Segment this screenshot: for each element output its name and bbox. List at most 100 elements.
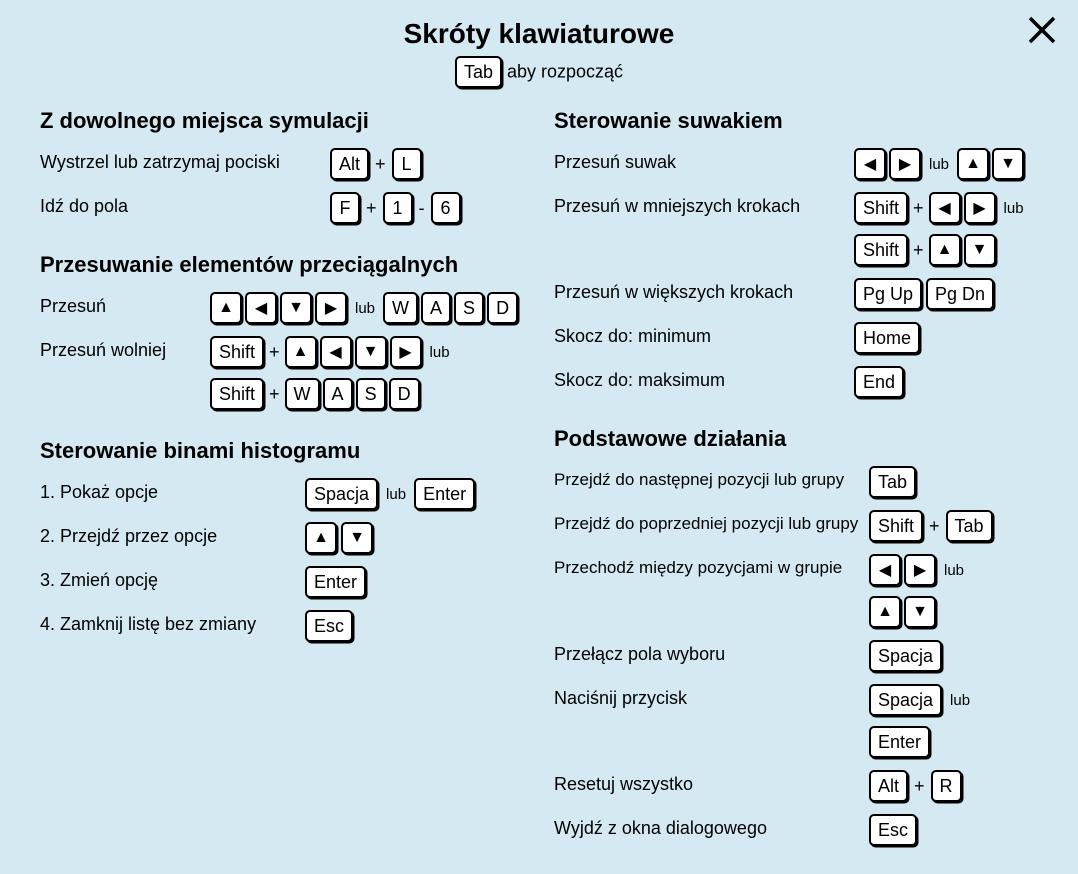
label-slider-bigger: Przesuń w większych krokach <box>554 278 854 303</box>
key-home: Home <box>854 322 920 354</box>
section-basic: Podstawowe działania Przejdź do następne… <box>554 426 1038 846</box>
key-space: Spacja <box>869 640 942 672</box>
key-up: ▲ <box>210 292 242 324</box>
key-tab: Tab <box>455 56 502 88</box>
key-w: W <box>383 292 418 324</box>
plus-sep: + <box>373 154 388 175</box>
heading-basic: Podstawowe działania <box>554 426 1038 452</box>
key-up: ▲ <box>929 234 961 266</box>
dialog-title: Skróty klawiaturowe <box>40 18 1038 50</box>
key-up: ▲ <box>957 148 989 180</box>
label-slider-smaller: Przesuń w mniejszych krokach <box>554 192 854 217</box>
key-alt: Alt <box>330 148 369 180</box>
plus-sep: + <box>267 342 282 363</box>
label-slider-max: Skocz do: maksimum <box>554 366 854 391</box>
key-right: ▶ <box>889 148 921 180</box>
key-esc: Esc <box>869 814 917 846</box>
plus-sep: + <box>927 516 942 537</box>
key-shift: Shift <box>210 336 264 368</box>
dialog-subtitle: Tab aby rozpocząć <box>40 56 1038 88</box>
key-l: L <box>392 148 422 180</box>
key-enter: Enter <box>869 726 930 758</box>
label-slider-move: Przesuń suwak <box>554 148 854 173</box>
key-up: ▲ <box>285 336 317 368</box>
label-move: Przesuń <box>40 292 210 317</box>
key-1: 1 <box>383 192 413 224</box>
label-exit: Wyjdź z okna dialogowego <box>554 814 869 839</box>
label-change-option: 3. Zmień opcję <box>40 566 305 591</box>
key-up: ▲ <box>305 522 337 554</box>
label-toggle: Przełącz pola wyboru <box>554 640 869 665</box>
key-right: ▶ <box>964 192 996 224</box>
key-down: ▼ <box>992 148 1024 180</box>
key-a: A <box>323 378 353 410</box>
label-show-options: 1. Pokaż opcje <box>40 478 305 503</box>
key-tab: Tab <box>869 466 916 498</box>
plus-sep: + <box>267 384 282 405</box>
label-slider-min: Skocz do: minimum <box>554 322 854 347</box>
or-text: lub <box>382 486 410 503</box>
plus-sep: + <box>912 776 927 797</box>
key-up: ▲ <box>869 596 901 628</box>
key-right: ▶ <box>390 336 422 368</box>
dash-sep: - <box>417 198 427 219</box>
section-anywhere: Z dowolnego miejsca symulacji Wystrzel l… <box>40 108 524 224</box>
key-shift: Shift <box>854 192 908 224</box>
key-left: ◀ <box>869 554 901 586</box>
heading-slider: Sterowanie suwakiem <box>554 108 1038 134</box>
key-pgdn: Pg Dn <box>926 278 994 310</box>
heading-histogram: Sterowanie binami histogramu <box>40 438 524 464</box>
key-down: ▼ <box>341 522 373 554</box>
key-down: ▼ <box>280 292 312 324</box>
key-6: 6 <box>431 192 461 224</box>
plus-sep: + <box>911 240 926 261</box>
label-slower: Przesuń wolniej <box>40 336 210 361</box>
label-reset: Resetuj wszystko <box>554 770 869 795</box>
or-text: lub <box>946 692 974 709</box>
keyboard-shortcuts-dialog: Skróty klawiaturowe Tab aby rozpocząć Z … <box>0 0 1078 813</box>
or-text: lub <box>940 562 968 579</box>
key-tab: Tab <box>946 510 993 542</box>
key-s: S <box>454 292 484 324</box>
key-enter: Enter <box>305 566 366 598</box>
close-icon[interactable] <box>1026 14 1058 46</box>
plus-sep: + <box>911 198 926 219</box>
heading-drag: Przesuwanie elementów przeciągalnych <box>40 252 524 278</box>
label-close-list: 4. Zamknij listę bez zmiany <box>40 610 305 635</box>
or-text: lub <box>1000 200 1028 217</box>
or-text: lub <box>426 344 454 361</box>
key-left: ◀ <box>929 192 961 224</box>
key-down: ▼ <box>904 596 936 628</box>
key-s: S <box>356 378 386 410</box>
key-right: ▶ <box>315 292 347 324</box>
label-within: Przechodź między pozycjami w grupie <box>554 554 869 578</box>
key-space: Spacja <box>305 478 378 510</box>
label-next: Przejdź do następnej pozycji lub grupy <box>554 466 869 490</box>
section-slider: Sterowanie suwakiem Przesuń suwak ◀ ▶ lu… <box>554 108 1038 398</box>
key-down: ▼ <box>355 336 387 368</box>
key-d: D <box>389 378 420 410</box>
key-down: ▼ <box>964 234 996 266</box>
key-shift: Shift <box>869 510 923 542</box>
key-shift: Shift <box>210 378 264 410</box>
heading-anywhere: Z dowolnego miejsca symulacji <box>40 108 524 134</box>
key-alt: Alt <box>869 770 908 802</box>
key-d: D <box>487 292 518 324</box>
plus-sep: + <box>364 198 379 219</box>
key-enter: Enter <box>414 478 475 510</box>
or-text: lub <box>351 300 379 317</box>
or-text: lub <box>925 156 953 173</box>
key-left: ◀ <box>854 148 886 180</box>
section-histogram: Sterowanie binami histogramu 1. Pokaż op… <box>40 438 524 642</box>
section-drag: Przesuwanie elementów przeciągalnych Prz… <box>40 252 524 410</box>
key-w: W <box>285 378 320 410</box>
subtitle-text: aby rozpocząć <box>507 62 623 82</box>
key-right: ▶ <box>904 554 936 586</box>
label-goto: Idź do pola <box>40 192 330 217</box>
key-pgup: Pg Up <box>854 278 922 310</box>
key-f: F <box>330 192 360 224</box>
key-space: Spacja <box>869 684 942 716</box>
key-r: R <box>931 770 962 802</box>
label-fire: Wystrzel lub zatrzymaj pociski <box>40 148 330 173</box>
key-left: ◀ <box>320 336 352 368</box>
